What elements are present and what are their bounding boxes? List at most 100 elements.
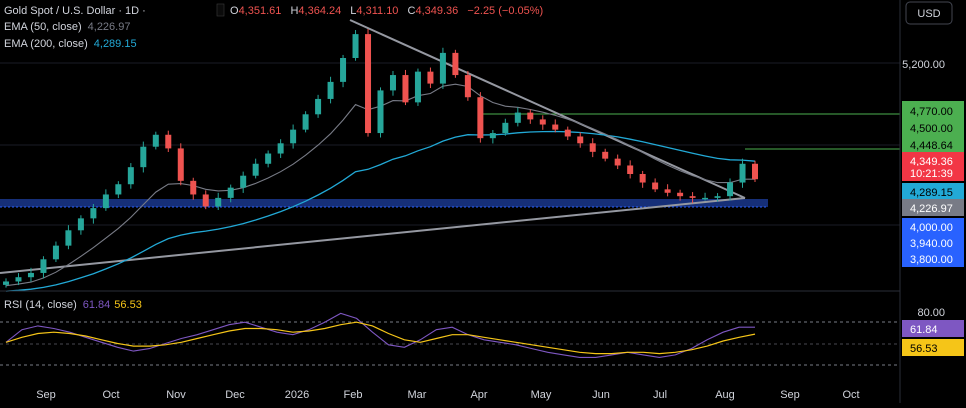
rsi-legend[interactable]: RSI (14, close) 61.84 56.53 [4, 299, 142, 311]
rsi-badge-bg [902, 320, 964, 337]
candle-body [527, 112, 534, 120]
ema50-legend[interactable]: EMA (50, close) 4,226.97 [4, 21, 130, 33]
candle-body [340, 58, 347, 82]
level-badge-4770-bg [902, 101, 964, 119]
candle-body [165, 134, 172, 149]
currency-button[interactable]: USD [905, 1, 953, 25]
time-tick: Oct [842, 389, 859, 401]
candle-body [677, 192, 684, 197]
candle-body [302, 114, 309, 130]
candle-body [439, 52, 446, 84]
time-tick: 2026 [285, 389, 309, 401]
countdown-badge: 10:21:39 [910, 168, 953, 180]
candle-body [127, 167, 134, 185]
indicator-dot-icon [216, 3, 225, 17]
candle-body [327, 81, 334, 99]
rsi-tick: 80.00 [917, 307, 945, 319]
rsi-ma-line [5, 321, 756, 355]
ema200-badge: 4,289.15 [910, 187, 953, 199]
candle-body [702, 197, 709, 200]
candle-body [102, 194, 109, 209]
ema200-line [5, 130, 756, 292]
level-badge-4770: 4,770.00 [910, 106, 953, 118]
candle-body [27, 272, 34, 278]
candle-body [190, 180, 197, 195]
ema50-badge: 4,226.97 [910, 203, 953, 215]
candle-body [177, 148, 184, 181]
candle-body [452, 52, 459, 76]
time-tick: Mar [408, 389, 427, 401]
candle-body [352, 34, 359, 58]
time-axis[interactable]: Sep Oct Nov Dec 2026 Feb Mar Apr May Jun Jul Aug Sep… [36, 389, 859, 401]
candle-body [3, 281, 9, 285]
candle-body [589, 143, 596, 152]
price-tick: 5,200.00 [902, 59, 945, 71]
candle-body [514, 112, 521, 123]
level-badge-4448: 4,448.64 [910, 140, 953, 152]
zone-badge-3800: 3,800.00 [910, 254, 953, 266]
candle-body [52, 245, 59, 260]
candle-body [727, 182, 734, 197]
candle-body [202, 194, 209, 207]
price-axis[interactable]: 5,200.00 80.00 4,770.00 4,500.00 4,448.64 4,3… [902, 59, 964, 356]
time-tick: Feb [344, 389, 363, 401]
time-tick: Jun [592, 389, 610, 401]
candle-body [689, 196, 696, 198]
candle-body [240, 175, 247, 188]
candle-body [290, 129, 297, 144]
candle-body [315, 98, 322, 115]
chart-legend: Gold Spot / U.S. Dollar · 1D · O4,351.61… [4, 3, 543, 311]
rsi-ma-badge: 56.53 [910, 343, 938, 355]
candle-body [402, 75, 409, 103]
descending-trendline[interactable] [349, 19, 746, 199]
zone-badge-4000-bg [902, 218, 964, 235]
candle-body [489, 133, 496, 139]
zone-badge-3940-bg [902, 234, 964, 251]
candle-body [552, 124, 559, 130]
support-zone [0, 199, 768, 207]
time-tick: Sep [36, 389, 56, 401]
symbol-title[interactable]: Gold Spot / U.S. Dollar · 1D · [4, 5, 146, 17]
candle-body [652, 182, 659, 190]
candle-body [40, 259, 47, 273]
candle-body [152, 134, 159, 147]
candle-body [115, 184, 122, 195]
time-tick: Sep [780, 389, 800, 401]
candle-body [90, 208, 97, 219]
candle-body [15, 277, 22, 282]
candles [3, 29, 758, 288]
candle-body [140, 146, 147, 168]
level-badge-4500-bg [902, 118, 964, 136]
candle-body [477, 97, 484, 139]
ema200-legend[interactable]: EMA (200, close) 4,289.15 [4, 38, 137, 50]
ohlc-values: O4,351.61 H4,364.24 L4,311.10 C4,349.36 … [230, 5, 543, 17]
candle-body [464, 75, 471, 98]
candle-body [365, 34, 372, 134]
candle-body [752, 163, 758, 180]
time-tick: Jul [653, 389, 667, 401]
candle-body [252, 163, 259, 176]
candle-body [564, 129, 571, 137]
time-tick: Aug [715, 389, 735, 401]
time-tick: Oct [102, 389, 119, 401]
time-tick: Nov [166, 389, 186, 401]
candle-body [664, 189, 671, 193]
candle-body [389, 75, 396, 91]
candle-body [414, 71, 421, 103]
candle-body [377, 90, 384, 134]
zone-badge-3800-bg [902, 250, 964, 267]
candle-body [577, 136, 584, 144]
candle-body [215, 197, 222, 207]
grid [0, 62, 900, 226]
candle-body [627, 165, 634, 174]
ema50-badge-bg [902, 199, 964, 216]
rsi-badge: 61.84 [910, 324, 938, 336]
candle-body [427, 71, 434, 84]
candle-body [639, 174, 646, 183]
currency-label[interactable]: USD [917, 8, 940, 20]
level-badge-4500: 4,500.00 [910, 123, 953, 135]
candle-body [65, 230, 72, 246]
candle-body [77, 218, 84, 231]
